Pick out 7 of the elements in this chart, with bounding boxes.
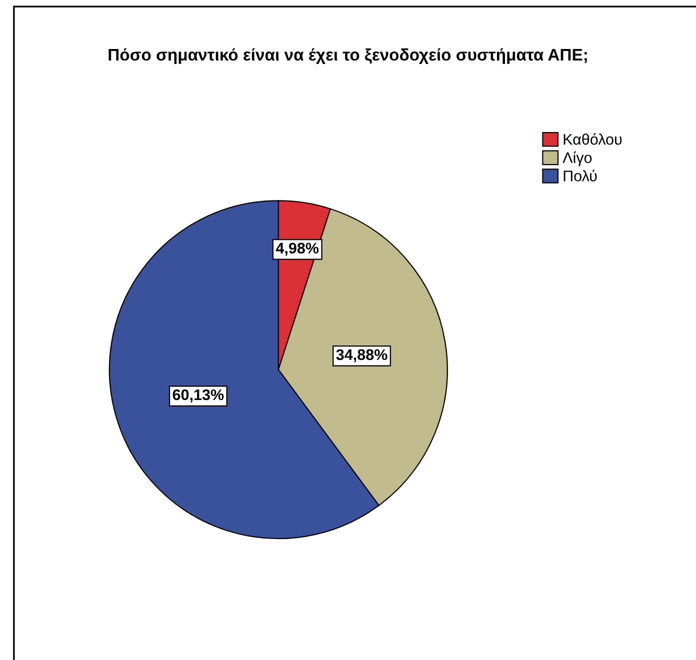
chart-title: Πόσο σημαντικό είναι να έχει το ξενοδοχείο συστήματα ΑΠΕ; (108, 48, 587, 64)
data-label: 34,88% (336, 349, 388, 362)
data-label: 4,98% (276, 242, 319, 256)
legend-label: Πολύ (564, 170, 597, 182)
legend-label: Καθόλου (564, 133, 622, 145)
data-label: 60,13% (172, 389, 224, 402)
legend-label: Λίγο (562, 151, 592, 166)
